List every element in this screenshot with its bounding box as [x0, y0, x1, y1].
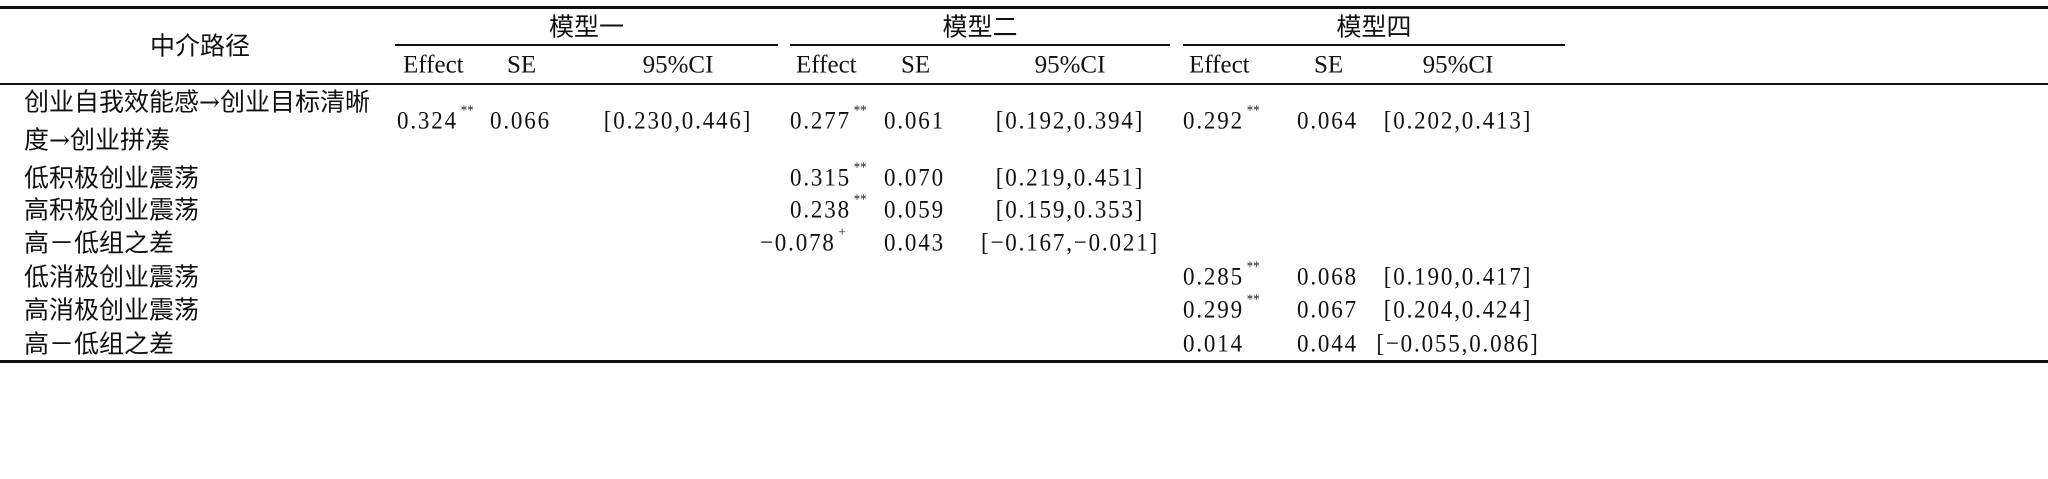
ci-value: [−0.055,0.086] [1376, 330, 1540, 358]
model-rule-1 [395, 44, 778, 46]
significance-marker: ** [853, 103, 867, 119]
significance-marker: ** [1246, 259, 1260, 275]
significance-marker: ** [853, 160, 867, 176]
column-ci: 95%CI [1422, 51, 1494, 79]
column-ci: 95%CI [1034, 51, 1106, 79]
se-value: 0.064 [1297, 107, 1358, 135]
effect-number: 0.285 [1183, 263, 1244, 291]
significance-marker: ** [1246, 103, 1260, 119]
significance-marker: ** [1246, 292, 1260, 308]
model-header-3: 模型四 [1336, 12, 1412, 42]
ci-value: [0.192,0.394] [995, 107, 1145, 135]
header-rule [0, 83, 2048, 85]
model-header-1: 模型一 [548, 12, 625, 42]
se-value: 0.061 [884, 107, 945, 135]
column-se: SE [507, 51, 537, 79]
column-se: SE [901, 51, 931, 79]
ci-value: [0.159,0.353] [995, 196, 1145, 224]
se-value: 0.066 [490, 107, 551, 135]
effect-number: −0.078 [760, 229, 836, 257]
effect-value: 0.292 ** [1183, 104, 1260, 135]
ci-value: [0.202,0.413] [1383, 107, 1533, 135]
effect-value: 0.315 ** [790, 161, 867, 192]
effect-number: 0.014 [1183, 330, 1244, 358]
ci-value: [−0.167,−0.021] [980, 229, 1160, 257]
column-effect: Effect [403, 51, 464, 79]
se-value: 0.067 [1297, 296, 1358, 324]
effect-value: 0.324 ** [397, 104, 474, 135]
effect-number: 0.299 [1183, 296, 1244, 324]
column-se: SE [1314, 51, 1344, 79]
effect-value: 0.014 [1183, 332, 1247, 357]
model-rule-2 [790, 44, 1170, 46]
model-header-2: 模型二 [942, 12, 1018, 42]
significance-marker: + [838, 225, 846, 241]
significance-marker: ** [853, 192, 867, 208]
ci-value: [0.219,0.451] [995, 164, 1145, 192]
column-ci: 95%CI [642, 51, 714, 79]
se-value: 0.044 [1297, 330, 1358, 358]
ci-value: [0.190,0.417] [1383, 263, 1533, 291]
se-value: 0.059 [884, 196, 945, 224]
effect-number: 0.315 [790, 164, 851, 192]
bottom-rule [0, 360, 2048, 363]
effect-value: 0.299 ** [1183, 293, 1260, 324]
significance-marker: ** [460, 103, 474, 119]
column-effect: Effect [1189, 51, 1250, 79]
column-effect: Effect [796, 51, 857, 79]
se-value: 0.070 [884, 164, 945, 192]
effect-number: 0.292 [1183, 107, 1244, 135]
model-rule-3 [1183, 44, 1565, 46]
effect-value: 0.238 ** [790, 193, 867, 224]
row-label: 高积极创业震荡 [24, 195, 200, 225]
se-value: 0.068 [1297, 263, 1358, 291]
ci-value: [0.204,0.424] [1383, 296, 1533, 324]
effect-number: 0.277 [790, 107, 851, 135]
row-label: 低消极创业震荡 [24, 262, 200, 292]
row-label: 高消极创业震荡 [24, 295, 200, 325]
effect-number: 0.238 [790, 196, 851, 224]
row-label: 高－低组之差 [24, 228, 175, 258]
effect-value: −0.078 + [760, 226, 846, 257]
effect-value: 0.285 ** [1183, 260, 1260, 291]
row-label: 高－低组之差 [24, 329, 175, 359]
effect-value: 0.277 ** [790, 104, 867, 135]
row-label: 度→创业拼凑 [24, 125, 170, 155]
row-header: 中介路径 [149, 31, 251, 61]
se-value: 0.043 [884, 229, 945, 257]
top-rule [0, 6, 2048, 9]
row-label: 低积极创业震荡 [24, 163, 200, 193]
ci-value: [0.230,0.446] [603, 107, 753, 135]
row-label: 创业自我效能感→创业目标清晰 [24, 87, 370, 117]
effect-number: 0.324 [397, 107, 458, 135]
